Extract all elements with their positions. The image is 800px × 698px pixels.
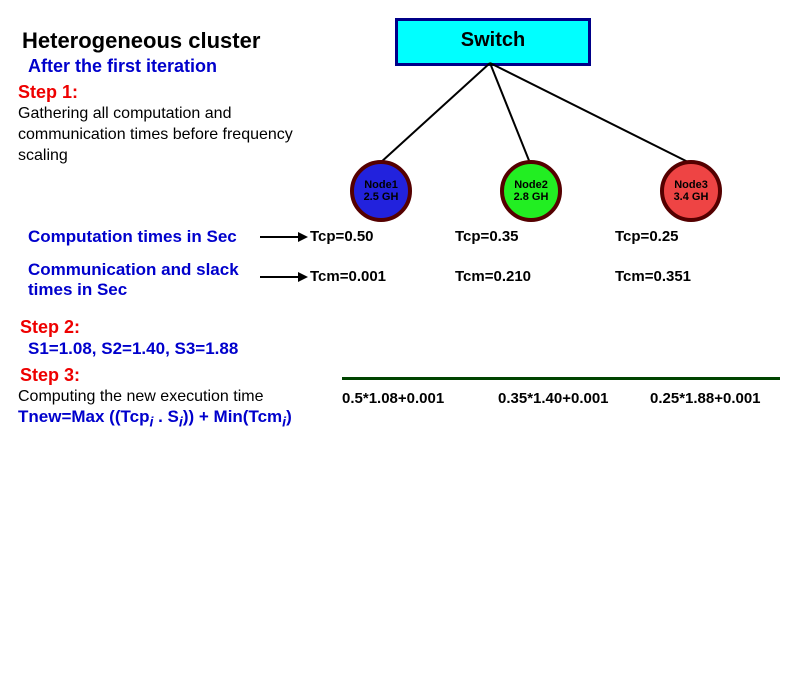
tcm-val-0: Tcm=0.001 xyxy=(310,268,386,285)
page-title: Heterogeneous cluster xyxy=(22,28,260,54)
step3-formula: Tnew=Max ((Tcpi . Si)) + Min(Tcmi) xyxy=(18,407,292,430)
divider-line xyxy=(342,377,780,380)
node-name: Node2 xyxy=(514,179,548,191)
tcm-val-1: Tcm=0.210 xyxy=(455,268,531,285)
calc-1: 0.35*1.40+0.001 xyxy=(498,390,609,407)
node-name: Node3 xyxy=(674,179,708,191)
step1-label: Step 1: xyxy=(18,82,78,103)
node-freq: 3.4 GH xyxy=(674,191,709,203)
tcm-val-2: Tcm=0.351 xyxy=(615,268,691,285)
tcp-val-2: Tcp=0.25 xyxy=(615,228,679,245)
step3-label: Step 3: xyxy=(20,365,80,386)
formula-part-4: ) xyxy=(286,407,292,426)
node-freq: 2.5 GH xyxy=(364,191,399,203)
node-name: Node1 xyxy=(364,179,398,191)
tcp-val-1: Tcp=0.35 xyxy=(455,228,519,245)
tcp-label: Computation times in Sec xyxy=(28,227,237,247)
step2-text: S1=1.08, S2=1.40, S3=1.88 xyxy=(28,339,238,359)
switch-box: Switch xyxy=(395,18,591,66)
page-subtitle: After the first iteration xyxy=(28,56,217,77)
calc-2: 0.25*1.88+0.001 xyxy=(650,390,761,407)
node-3: Node33.4 GH xyxy=(660,160,722,222)
node-1: Node12.5 GH xyxy=(350,160,412,222)
tcp-val-0: Tcp=0.50 xyxy=(310,228,374,245)
node-2: Node22.8 GH xyxy=(500,160,562,222)
tcm-label: Communication and slack times in Sec xyxy=(28,260,258,300)
calc-0: 0.5*1.08+0.001 xyxy=(342,390,444,407)
step1-text: Gathering all computation and communicat… xyxy=(18,104,318,166)
step2-label: Step 2: xyxy=(20,317,80,338)
step3-text: Computing the new execution time xyxy=(18,387,263,408)
formula-part-1: Tnew=Max ((Tcp xyxy=(18,407,149,426)
formula-part-3: )) + Min(Tcm xyxy=(183,407,282,426)
switch-label: Switch xyxy=(461,29,525,51)
formula-part-2: . S xyxy=(153,407,179,426)
node-freq: 2.8 GH xyxy=(514,191,549,203)
